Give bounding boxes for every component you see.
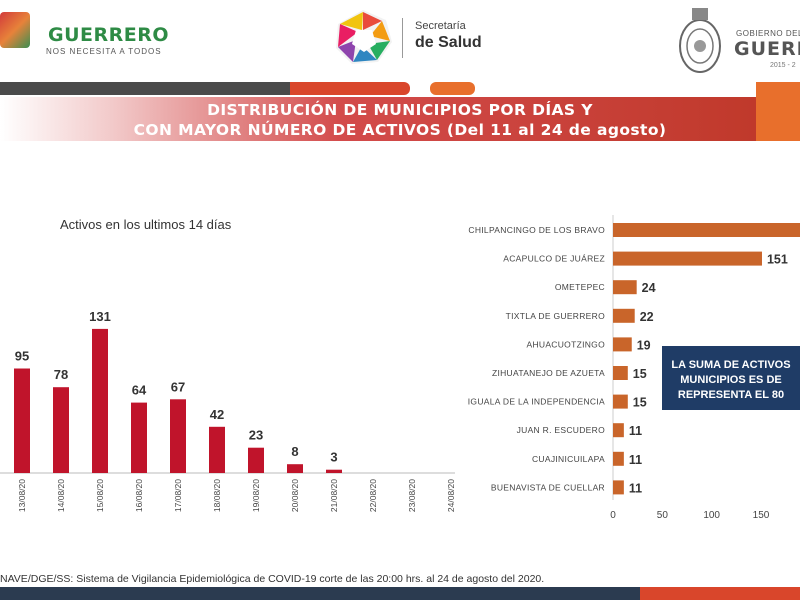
x-tick-label: 13/08/20 xyxy=(17,479,27,512)
state-seal-icon xyxy=(679,8,721,73)
bar-value-label: 3 xyxy=(330,450,337,465)
stripe-orange xyxy=(430,82,475,95)
category-label: AHUACUOTZINGO xyxy=(526,339,605,349)
bar xyxy=(613,251,762,266)
health-logo-icon xyxy=(336,10,392,64)
state-logo xyxy=(0,12,34,52)
page-title-line-2: CON MAYOR NÚMERO DE ACTIVOS (Del 11 al 2… xyxy=(133,121,667,139)
header-divider xyxy=(402,18,403,58)
bar xyxy=(613,480,624,495)
category-label: JUAN R. ESCUDERO xyxy=(517,425,605,435)
footer-band xyxy=(0,587,800,600)
gov-years: 2015 - 2 xyxy=(770,62,796,69)
callout-line-2: MUNICIPIOS ES DE xyxy=(680,374,782,386)
x-tick-label: 18/08/20 xyxy=(212,479,222,512)
bar-value-label: 19 xyxy=(637,338,651,352)
x-tick-label: 0 xyxy=(610,510,616,521)
x-tick-label: 24/08/20 xyxy=(446,479,456,512)
x-tick-label: 19/08/20 xyxy=(251,479,261,512)
x-tick-label: 15/08/20 xyxy=(95,479,105,512)
x-tick-label: 100 xyxy=(703,510,720,521)
category-label: OMETEPEC xyxy=(555,282,605,292)
bar-value-label: 11 xyxy=(629,481,642,495)
state-logo-tagline: NOS NECESITA A TODOS xyxy=(46,47,162,56)
summary-callout: LA SUMA DE ACTIVOS MUNICIPIOS ES DE REPR… xyxy=(662,346,800,410)
header: GUERRERO NOS NECESITA A TODOS Secretaría… xyxy=(0,0,800,82)
category-label: IGUALA DE LA INDEPENDENCIA xyxy=(468,397,605,407)
page-title: DISTRIBUCIÓN DE MUNICIPIOS POR DÍAS Y CO… xyxy=(0,100,800,140)
bar-value-label: 151 xyxy=(767,253,788,267)
health-label-small: Secretaría xyxy=(415,20,466,32)
category-label: CHILPANCINGO DE LOS BRAVO xyxy=(468,225,605,235)
bar-value-label: 67 xyxy=(171,379,185,394)
source-note: NAVE/DGE/SS: Sistema de Vigilancia Epide… xyxy=(0,573,545,585)
bar-value-label: 78 xyxy=(54,367,68,382)
state-logo-icon xyxy=(0,12,30,48)
bar xyxy=(209,426,225,473)
gov-label-small: GOBIERNO DEL xyxy=(736,29,800,38)
x-tick-label: 16/08/20 xyxy=(134,479,144,512)
stripe-red xyxy=(290,82,410,95)
x-tick-label: 23/08/20 xyxy=(407,479,417,512)
bar-value-label: 24 xyxy=(642,281,656,295)
x-tick-label: 17/08/20 xyxy=(173,479,183,512)
page-title-line-1: DISTRIBUCIÓN DE MUNICIPIOS POR DÍAS Y xyxy=(207,101,593,119)
title-band xyxy=(0,97,756,141)
bar-value-label: 11 xyxy=(629,424,642,438)
left-chart-title: Activos en los ultimos 14 días xyxy=(60,217,232,232)
gov-label: GUERRE xyxy=(734,38,800,60)
bar xyxy=(92,328,108,473)
x-tick-label: 150 xyxy=(753,510,770,521)
category-label: CUAJINICUILAPA xyxy=(532,454,605,464)
bar xyxy=(613,308,635,323)
bar-value-label: 95 xyxy=(15,349,29,364)
health-label: de Salud xyxy=(415,34,482,51)
category-label: BUENAVISTA DE CUELLAR xyxy=(491,482,605,492)
bar xyxy=(14,368,30,473)
x-tick-label: 20/08/20 xyxy=(290,479,300,512)
bar xyxy=(613,280,637,295)
bar xyxy=(613,337,632,352)
bar xyxy=(287,464,303,473)
bar xyxy=(53,387,69,473)
category-label: ZIHUATANEJO DE AZUETA xyxy=(492,368,605,378)
bar xyxy=(326,469,342,473)
bar-value-label: 131 xyxy=(89,309,111,324)
title-accent xyxy=(756,82,800,141)
bar-value-label: 15 xyxy=(633,396,647,410)
bar-value-label: 11 xyxy=(629,453,642,467)
category-label: TIXTLA DE GUERRERO xyxy=(506,311,605,321)
category-label: ACAPULCO DE JUÁREZ xyxy=(503,254,605,264)
bar xyxy=(248,447,264,473)
x-tick-label: 14/08/20 xyxy=(56,479,66,512)
x-tick-label: 50 xyxy=(657,510,669,521)
bar-value-label: 64 xyxy=(132,383,147,398)
bar xyxy=(613,394,628,409)
bar-value-label: 15 xyxy=(633,367,647,381)
bar-value-label: 8 xyxy=(291,444,298,459)
bar xyxy=(613,451,624,466)
bar xyxy=(613,423,624,438)
bar xyxy=(613,366,628,380)
stripe-dark xyxy=(0,82,290,95)
municipality-bar-chart: CHILPANCINGO DE LOS BRAVO ACAPULCO DE JUÁ… xyxy=(468,215,800,521)
bar-value-label: 42 xyxy=(210,407,224,422)
x-tick-label: 22/08/20 xyxy=(368,479,378,512)
bar-value-label: 23 xyxy=(249,428,263,443)
bar xyxy=(170,399,186,473)
bar-value-label: 22 xyxy=(640,310,654,324)
daily-active-bar-chart: 95 13/08/20 78 14/08/20 131 15/08/20 64 16/08/2… xyxy=(0,309,456,512)
state-logo-name: GUERRERO xyxy=(48,24,170,46)
bar xyxy=(131,402,147,473)
x-tick-label: 21/08/20 xyxy=(329,479,339,512)
footer-accent xyxy=(640,587,800,600)
bar xyxy=(613,223,800,237)
callout-line-3: REPRESENTA EL 80 xyxy=(677,389,785,401)
callout-line-1: LA SUMA DE ACTIVOS xyxy=(671,359,791,371)
